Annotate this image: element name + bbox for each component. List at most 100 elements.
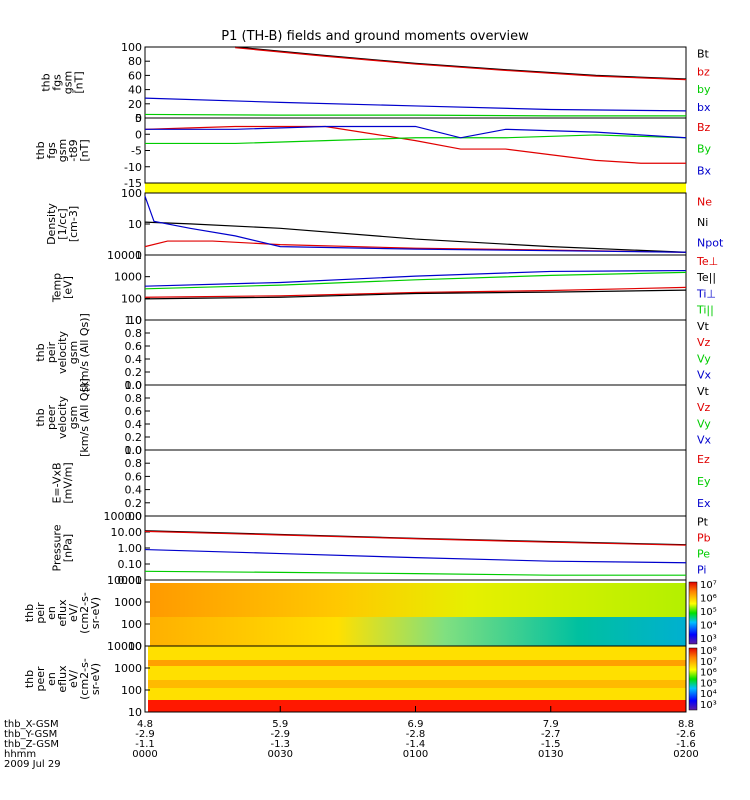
y-tick-label-fgs: 20 [128, 98, 142, 111]
y-tick-label-ion_spec: 10000 [107, 574, 142, 587]
series-fgs_dt-Bx [145, 125, 687, 139]
ephemeris-value: -2.7 [541, 729, 561, 740]
legend-ve-Vy: Vy [697, 417, 711, 430]
series-temp-Te|| [144, 289, 687, 300]
y-axis-label-elec_spec: eV/ [67, 670, 80, 688]
y-tick-label-fgs_dt: 5 [135, 112, 142, 125]
legend-pressure-Pi: Pi [697, 564, 706, 577]
y-tick-label-temp: 10000 [107, 249, 142, 262]
y-axis-label-ve: peer [45, 405, 58, 431]
y-axis-label-ion_spec: eflux [56, 599, 69, 627]
ephemeris-value: -2.9 [270, 729, 290, 740]
y-tick-label-pressure: 1.00 [118, 542, 143, 555]
y-axis-label-ion_spec: peir [34, 602, 47, 624]
legend-pressure-Pb: Pb [697, 532, 711, 545]
y-axis-label-efield: [mV/m] [62, 462, 75, 503]
y-tick-label-fgs: 80 [128, 55, 142, 68]
legend-efield-Ez: Ez [697, 453, 710, 466]
ephemeris-value: -2.9 [135, 729, 155, 740]
electron-band-2 [148, 680, 686, 688]
ephemeris-value: 8.8 [678, 719, 694, 730]
y-tick-label-temp: 100 [121, 292, 142, 305]
y-axis-label-temp: Temp [51, 273, 64, 303]
y-axis-label-vi: thb [34, 343, 47, 361]
legend-ve-Vz: Vz [697, 401, 711, 414]
ephemeris-value: 5.9 [272, 719, 288, 730]
colorbar-label-ion_spec: 10⁵ [700, 607, 717, 618]
series-temp-Ti⊥ [144, 269, 687, 287]
panel-frame-fgs_dt [144, 117, 687, 184]
y-axis-label-fgs_dt: -t89 [67, 139, 80, 161]
y-tick-label-fgs_dt: 0 [135, 128, 142, 141]
ephemeris-value: -1.5 [541, 739, 561, 750]
y-axis-label-fgs_dt: gsm [56, 139, 69, 162]
legend-pressure-Pe: Pe [697, 548, 710, 561]
y-axis-label-vi: peir [45, 341, 58, 363]
colorbar-label-elec_spec: 10³ [700, 700, 717, 711]
colorbar-elec_spec [688, 647, 698, 711]
y-axis-label-elec_spec: (cm2-s- [78, 658, 91, 700]
legend-fgs_dt-Bx: Bx [697, 164, 712, 177]
y-axis-label-ve: gsm [67, 406, 80, 429]
legend-vi-Vy: Vy [697, 352, 711, 365]
series-pressure-Pe [144, 570, 686, 576]
legend-vi-Vz: Vz [697, 336, 711, 349]
y-tick-label-pressure: 0.10 [118, 558, 143, 571]
ephemeris-value: -1.4 [406, 739, 426, 750]
colorbar-ion_spec [688, 581, 698, 645]
panel-frame-vi [144, 319, 687, 386]
legend-density-Ne: Ne [697, 195, 712, 208]
y-tick-label-ion_spec: 1000 [114, 596, 142, 609]
legend-vi-Vt: Vt [697, 320, 710, 333]
legend-density-Ni: Ni [697, 216, 708, 229]
y-tick-label-efield: 0.2 [125, 497, 143, 510]
y-tick-label-fgs_dt: -5 [131, 145, 142, 158]
panel-frame-pressure [144, 515, 687, 581]
y-tick-label-efield: 0.6 [125, 470, 143, 483]
legend-fgs-bx: bx [697, 101, 711, 114]
y-axis-label-fgs: [nT] [73, 71, 86, 93]
series-pressure-Pt [144, 530, 687, 546]
series-fgs-Bt [235, 46, 687, 80]
y-tick-label-elec_spec: 1000 [114, 662, 142, 675]
colorbar-label-ion_spec: 10⁴ [700, 621, 717, 632]
y-axis-label-efield: E=-VxB [51, 462, 64, 503]
ephemeris-value: 7.9 [543, 719, 559, 730]
panel-frame-efield [144, 449, 687, 517]
y-axis-label-fgs_dt: thb [34, 141, 47, 159]
y-tick-label-fgs: 0 [135, 112, 142, 125]
colorbar-label-elec_spec: 10⁶ [700, 668, 717, 679]
series-fgs-by [144, 113, 686, 117]
y-axis-label-vi: [km/s (All Qs)] [78, 313, 91, 392]
y-tick-label-pressure: 10.00 [111, 526, 143, 539]
y-tick-label-ion_spec: 100 [121, 618, 142, 631]
y-axis-label-ve: thb [34, 408, 47, 426]
colorbar-label-ion_spec: 10⁷ [700, 580, 717, 591]
panel-frame-ve [144, 384, 687, 451]
y-tick-label-fgs: 60 [128, 69, 142, 82]
legend-pressure-Pt: Pt [697, 516, 709, 529]
legend-temp-Ti||: Ti|| [696, 304, 714, 317]
y-tick-label-ve: 0.0 [125, 444, 143, 457]
legend-temp-Te⊥: Te⊥ [696, 255, 718, 268]
legend-ve-Vx: Vx [697, 434, 712, 447]
y-axis-label-fgs_dt: fgs [45, 142, 58, 159]
y-tick-label-efield: 1.0 [125, 444, 143, 457]
ephemeris-value: 0200 [673, 749, 698, 760]
ephemeris-value: 0100 [403, 749, 428, 760]
legend-fgs_dt-By: By [697, 143, 712, 156]
y-axis-label-ion_spec: eV/ [67, 604, 80, 622]
y-axis-label-elec_spec: sr-eV) [89, 663, 102, 695]
colorbar-label-elec_spec: 10⁸ [700, 646, 717, 657]
legend-efield-Ex: Ex [697, 497, 711, 510]
legend-vi-Vx: Vx [697, 369, 712, 382]
y-tick-label-vi: 1.0 [125, 314, 143, 327]
y-tick-label-fgs: 40 [128, 84, 142, 97]
series-fgs-bz [235, 47, 687, 81]
legend-fgs-Bt: Bt [697, 48, 710, 61]
y-tick-label-vi: 0.4 [125, 353, 143, 366]
colorbar-label-ion_spec: 10³ [700, 634, 717, 645]
y-tick-label-fgs: 100 [121, 41, 142, 54]
ephemeris-value: 0000 [132, 749, 157, 760]
colorbar-label-elec_spec: 10⁵ [700, 678, 717, 689]
